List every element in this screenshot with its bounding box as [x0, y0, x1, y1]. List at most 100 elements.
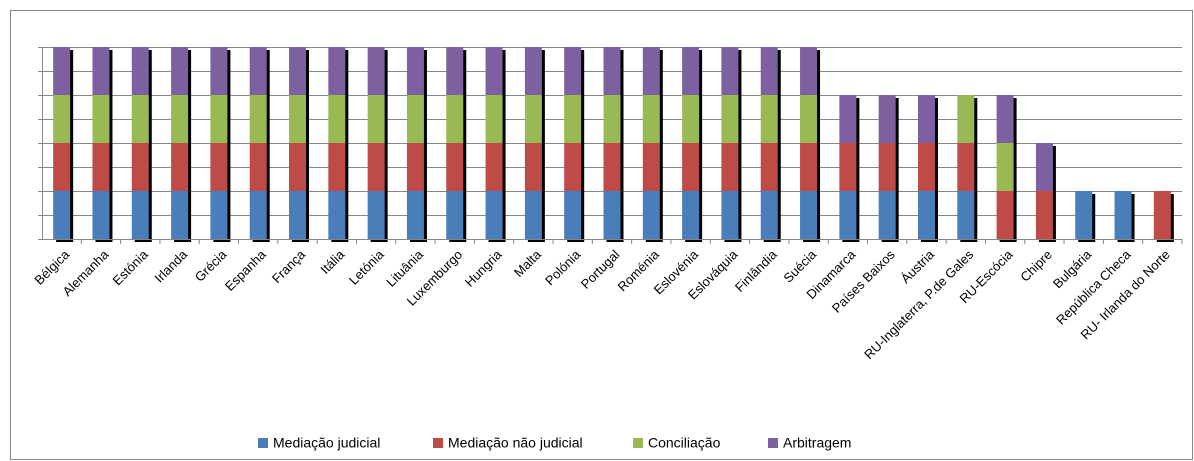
bar-segment	[682, 47, 700, 95]
bar-segment	[524, 47, 542, 95]
legend-swatch	[258, 438, 268, 448]
legend-swatch	[768, 438, 778, 448]
bar-segment	[917, 191, 935, 239]
bar-segment	[642, 95, 660, 143]
bar-segment	[406, 191, 424, 239]
bar-segment	[210, 191, 228, 239]
bar-segment	[485, 191, 503, 239]
bar-segment	[406, 47, 424, 95]
bar-segment	[485, 95, 503, 143]
bar-segment	[603, 191, 621, 239]
bar-segment	[760, 191, 778, 239]
bar-segment	[800, 47, 818, 95]
bar-segment	[760, 143, 778, 191]
bar-segment	[289, 47, 307, 95]
bar-segment	[524, 191, 542, 239]
bar-segment	[878, 95, 896, 143]
bar-segment	[1035, 191, 1053, 239]
bar-segment	[800, 191, 818, 239]
bar-segment	[53, 191, 71, 239]
bar-segment	[92, 191, 110, 239]
bar-segment	[564, 47, 582, 95]
bar-segment	[1035, 143, 1053, 191]
chart-frame	[10, 10, 1193, 460]
bar-segment	[839, 95, 857, 143]
bar-segment	[485, 47, 503, 95]
legend-label: Mediação não judicial	[448, 435, 583, 451]
bar-segment	[564, 143, 582, 191]
bar-segment	[800, 143, 818, 191]
bar-segment	[878, 143, 896, 191]
bar-segment	[485, 143, 503, 191]
legend-swatch	[433, 438, 443, 448]
bar-segment	[1114, 191, 1132, 239]
bar-segment	[957, 143, 975, 191]
bar-segment	[131, 143, 149, 191]
legend-label: Conciliação	[648, 435, 721, 451]
legend-swatch	[633, 438, 643, 448]
bar-segment	[131, 191, 149, 239]
bar-segment	[682, 191, 700, 239]
bar-segment	[328, 143, 346, 191]
bar-segment	[917, 143, 935, 191]
bar-segment	[53, 95, 71, 143]
bar-segment	[328, 47, 346, 95]
bar-segment	[406, 143, 424, 191]
legend-label: Mediação judicial	[273, 435, 380, 451]
bar-segment	[839, 191, 857, 239]
bar-segment	[171, 143, 189, 191]
bar-segment	[249, 191, 267, 239]
bar-segment	[328, 191, 346, 239]
bar-segment	[996, 95, 1014, 143]
bar-segment	[642, 47, 660, 95]
bar-segment	[446, 95, 464, 143]
bar-segment	[367, 47, 385, 95]
bar-segment	[171, 47, 189, 95]
bar-segment	[289, 143, 307, 191]
bar-segment	[92, 47, 110, 95]
bar-segment	[878, 191, 896, 239]
bar-segment	[289, 191, 307, 239]
bar-segment	[603, 143, 621, 191]
bar-segment	[406, 95, 424, 143]
bar-segment	[171, 95, 189, 143]
bar-segment	[564, 191, 582, 239]
bar-segment	[446, 191, 464, 239]
bar-segment	[328, 95, 346, 143]
bar-segment	[131, 47, 149, 95]
bar-segment	[760, 95, 778, 143]
bar-segment	[917, 95, 935, 143]
bar-segment	[367, 191, 385, 239]
bar-segment	[210, 143, 228, 191]
bar-segment	[721, 47, 739, 95]
legend-label: Arbitragem	[783, 435, 851, 451]
bar-segment	[131, 95, 149, 143]
bar-segment	[721, 143, 739, 191]
bar-segment	[957, 95, 975, 143]
bar-segment	[1153, 191, 1171, 239]
bar-segment	[210, 47, 228, 95]
bar-segment	[603, 47, 621, 95]
bar-segment	[92, 95, 110, 143]
bar-segment	[53, 47, 71, 95]
bar-segment	[289, 95, 307, 143]
bar-segment	[171, 191, 189, 239]
bar-segment	[957, 191, 975, 239]
bar-segment	[1075, 191, 1093, 239]
bar-segment	[249, 143, 267, 191]
bar-segment	[682, 95, 700, 143]
bar-segment	[53, 143, 71, 191]
bar-segment	[249, 47, 267, 95]
bar-segment	[839, 143, 857, 191]
bar-segment	[800, 95, 818, 143]
bar-segment	[682, 143, 700, 191]
bar-segment	[603, 95, 621, 143]
bar-segment	[367, 95, 385, 143]
bar-segment	[996, 143, 1014, 191]
bar-segment	[642, 191, 660, 239]
bar-segment	[524, 143, 542, 191]
bar-segment	[210, 95, 228, 143]
bar-segment	[524, 95, 542, 143]
bar-segment	[446, 47, 464, 95]
bar-segment	[446, 143, 464, 191]
